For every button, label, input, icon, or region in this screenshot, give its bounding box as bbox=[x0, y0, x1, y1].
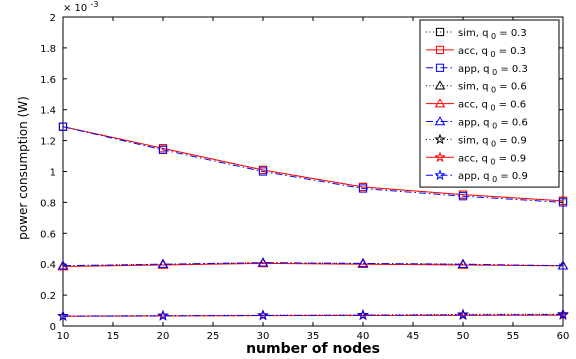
data-point-triangle bbox=[557, 260, 569, 270]
data-point-triangle bbox=[434, 80, 446, 90]
x-tick-label: 15 bbox=[107, 331, 120, 342]
y-tick-label: 0.2 bbox=[40, 291, 56, 302]
y-multiplier-base: × 10 bbox=[63, 3, 87, 14]
legend-label: app, q 0 = 0.3 bbox=[458, 64, 528, 77]
y-tick-label: 1.4 bbox=[40, 106, 56, 117]
data-point-star bbox=[434, 133, 446, 145]
legend-entry: acc, q 0 = 0.3 bbox=[426, 45, 526, 59]
series-9 bbox=[57, 308, 569, 321]
x-tick-label: 60 bbox=[557, 331, 570, 342]
series-line bbox=[62, 126, 564, 203]
data-point-star bbox=[157, 309, 169, 321]
y-tick-label: 0 bbox=[50, 322, 56, 333]
series-layer bbox=[57, 122, 569, 322]
x-tick-label: 10 bbox=[57, 331, 70, 342]
axes-layer: 10 15 20 25 30 35 40 45 50 55 60 0 0.2 0.4 0.6 0.8 1 1.2 1… bbox=[40, 13, 569, 342]
legend-entry: acc, q 0 = 0.9 bbox=[426, 151, 526, 166]
data-point-star bbox=[457, 308, 469, 320]
data-point-square bbox=[258, 167, 268, 176]
data-point-square bbox=[158, 145, 168, 154]
data-point-triangle bbox=[457, 258, 469, 268]
series-line bbox=[62, 126, 564, 202]
legend-label: acc, q 0 = 0.9 bbox=[458, 153, 526, 166]
data-point-triangle bbox=[57, 260, 69, 270]
x-tick-label: 35 bbox=[307, 331, 320, 342]
legend-entry: acc, q 0 = 0.6 bbox=[426, 98, 526, 113]
legend-entry: sim, q 0 = 0.9 bbox=[426, 133, 527, 148]
series-line bbox=[62, 262, 564, 267]
y-tick-label: 1.2 bbox=[40, 137, 56, 148]
y-tick-label: 2 bbox=[50, 13, 56, 24]
legend-entry: sim, q 0 = 0.3 bbox=[426, 27, 527, 41]
x-tick-label: 40 bbox=[357, 331, 370, 342]
data-point-triangle bbox=[257, 257, 269, 267]
x-tick-label: 30 bbox=[257, 331, 270, 342]
data-point-star bbox=[57, 310, 69, 321]
series-line bbox=[62, 314, 564, 317]
x-tick-label: 20 bbox=[157, 331, 170, 342]
data-point-square bbox=[435, 63, 445, 72]
data-point-square bbox=[435, 45, 445, 54]
data-point-star bbox=[257, 309, 269, 321]
legend-entry: app, q 0 = 0.6 bbox=[426, 116, 528, 131]
data-point-triangle bbox=[157, 258, 169, 268]
data-point-square bbox=[458, 192, 468, 201]
y-tick-label: 0.4 bbox=[40, 260, 56, 271]
legend-label: acc, q 0 = 0.6 bbox=[458, 100, 526, 113]
data-point-square bbox=[58, 122, 68, 131]
data-point-square bbox=[435, 27, 445, 37]
y-multiplier-exponent: -3 bbox=[90, 0, 98, 9]
y-axis-label: power consumption (W) bbox=[16, 96, 30, 240]
x-tick-label: 45 bbox=[407, 331, 420, 342]
x-axis-label: number of nodes bbox=[246, 341, 380, 355]
series-7 bbox=[57, 308, 569, 321]
data-point-square bbox=[358, 184, 368, 193]
legend-label: sim, q 0 = 0.6 bbox=[458, 82, 527, 95]
legend-entry: app, q 0 = 0.9 bbox=[426, 169, 528, 184]
data-point-star bbox=[434, 169, 446, 180]
data-point-square bbox=[558, 198, 568, 207]
legend-label: sim, q 0 = 0.9 bbox=[458, 135, 527, 148]
legend-entry: sim, q 0 = 0.6 bbox=[426, 80, 527, 95]
data-point-triangle bbox=[434, 98, 446, 108]
legend: sim, q 0 = 0.3 acc, q 0 = 0.3 app, q 0 = 0… bbox=[419, 19, 560, 188]
x-tick-label: 50 bbox=[457, 331, 470, 342]
legend-label: acc, q 0 = 0.3 bbox=[458, 46, 526, 59]
y-tick-label: 1.6 bbox=[40, 75, 56, 86]
series-6 bbox=[57, 257, 569, 270]
series-line bbox=[62, 262, 564, 268]
data-point-triangle bbox=[434, 116, 446, 126]
legend-label: sim, q 0 = 0.3 bbox=[458, 28, 527, 41]
legend-label: app, q 0 = 0.6 bbox=[458, 118, 528, 131]
data-point-star bbox=[357, 309, 369, 320]
data-point-star bbox=[434, 151, 446, 163]
y-tick-label: 0.8 bbox=[40, 198, 56, 209]
y-axis-multiplier: × 10 -3 bbox=[63, 0, 98, 14]
y-tick-label: 0.6 bbox=[40, 229, 56, 240]
x-tick-label: 55 bbox=[507, 331, 520, 342]
x-tick-label: 25 bbox=[207, 331, 220, 342]
data-point-star bbox=[557, 308, 569, 320]
legend-entry: app, q 0 = 0.3 bbox=[426, 63, 528, 77]
y-tick-label: 1 bbox=[50, 168, 56, 179]
legend-label: app, q 0 = 0.9 bbox=[458, 171, 528, 184]
series-5 bbox=[57, 258, 569, 271]
data-point-triangle bbox=[357, 258, 369, 268]
y-tick-label: 1.8 bbox=[40, 44, 56, 55]
series-3 bbox=[58, 122, 568, 207]
